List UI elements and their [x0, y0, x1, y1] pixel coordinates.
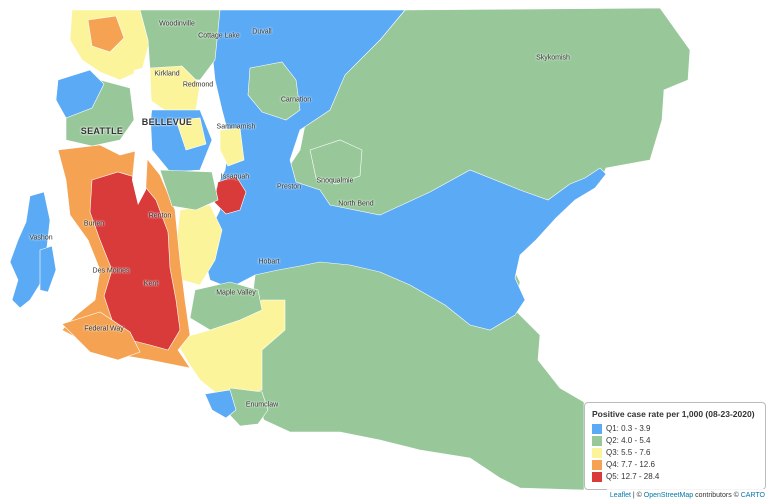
place-label-burien: Burien: [83, 220, 105, 228]
legend-item-q1: Q1: 0.3 - 3.9: [592, 423, 758, 434]
place-label-preston: Preston: [276, 183, 302, 191]
place-label-kent: Kent: [143, 280, 159, 288]
place-label-des-moines: Des Moines: [92, 267, 130, 275]
legend-swatch-q4: [592, 459, 602, 470]
region-federalway-q4[interactable]: [61, 311, 141, 361]
place-label-carnation: Carnation: [280, 96, 312, 104]
place-label-issaquah: Issaquah: [220, 173, 250, 181]
place-label-skykomish: Skykomish: [536, 54, 570, 62]
region-north-q4[interactable]: [87, 15, 125, 53]
legend-label-q2: Q2: 4.0 - 5.4: [606, 436, 651, 445]
region-renton-q2[interactable]: [159, 169, 219, 211]
place-label-maple-valley: Maple Valley: [216, 289, 256, 297]
place-label-vashon: Vashon: [29, 234, 53, 242]
region-carnation-q2[interactable]: [247, 61, 301, 121]
legend-swatch-q2: [592, 435, 602, 446]
region-west-q1[interactable]: [39, 245, 57, 293]
region-sammamish-q3[interactable]: [219, 127, 245, 167]
legend-item-q5: Q5: 12.7 - 28.4: [592, 471, 758, 482]
place-label-cottage-lake: Cottage Lake: [198, 32, 240, 40]
legend-swatch-q1: [592, 423, 602, 434]
region-enumclaw-q1[interactable]: [204, 389, 237, 419]
region-snoqualmie-q2[interactable]: [309, 139, 363, 185]
region-southking-q5[interactable]: [89, 171, 181, 351]
place-label-bellevue: BELLEVUE: [141, 117, 193, 127]
place-label-renton: Renton: [148, 212, 172, 220]
region-maplevalley-q2[interactable]: [189, 281, 263, 331]
place-label-north-bend: North Bend: [338, 200, 374, 208]
legend-swatch-q5: [592, 471, 602, 482]
place-label-hobart: Hobart: [258, 258, 280, 266]
place-label-sammamish: Sammamish: [216, 123, 256, 131]
legend-label-q5: Q5: 12.7 - 28.4: [606, 472, 660, 481]
place-label-snoqualmie: Snoqualmie: [316, 177, 354, 185]
place-label-woodinville: Woodinville: [159, 20, 195, 28]
legend-title: Positive case rate per 1,000 (08-23-2020…: [592, 409, 755, 419]
legend-item-q4: Q4: 7.7 - 12.6: [592, 459, 758, 470]
leaflet-link[interactable]: Leaflet: [609, 492, 631, 499]
place-label-seattle: SEATTLE: [80, 126, 124, 136]
place-label-enumclaw: Enumclaw: [245, 401, 279, 409]
attribution-contributors: contributors ©: [693, 492, 741, 499]
openstreetmap-link[interactable]: OpenStreetMap: [643, 492, 694, 499]
legend-swatch-q3: [592, 447, 602, 458]
legend-label-q4: Q4: 7.7 - 12.6: [606, 460, 655, 469]
attribution-separator: | ©: [630, 492, 644, 499]
map-attribution: Leaflet | © OpenStreetMap contributors ©…: [606, 489, 768, 502]
region-seattle-q1[interactable]: [55, 69, 105, 119]
legend-item-q2: Q2: 4.0 - 5.4: [592, 435, 758, 446]
legend-label-q1: Q1: 0.3 - 3.9: [606, 424, 651, 433]
legend-item-q3: Q3: 5.5 - 7.6: [592, 447, 758, 458]
legend-label-q3: Q3: 5.5 - 7.6: [606, 448, 651, 457]
region-bellevue-q3[interactable]: [175, 117, 207, 151]
lake-washington: [132, 66, 152, 205]
place-label-federal-way: Federal Way: [84, 325, 124, 333]
carto-link[interactable]: CARTO: [740, 492, 765, 499]
place-label-duvall: Duvall: [252, 28, 272, 36]
map-legend: Positive case rate per 1,000 (08-23-2020…: [584, 402, 766, 490]
place-label-redmond: Redmond: [182, 81, 214, 89]
place-label-kirkland: Kirkland: [154, 70, 180, 78]
